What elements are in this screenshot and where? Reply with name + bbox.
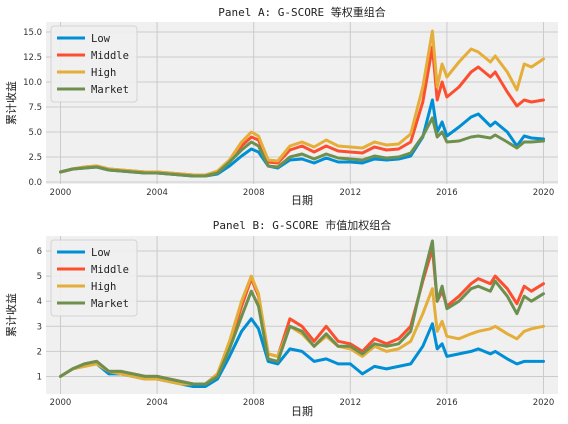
x-tick-label: 2000 [50,398,72,408]
x-tick-label: 2016 [436,188,458,198]
panel-b-series [59,239,545,388]
panel-a-ticks: 2000 2004 2008 2012 2016 2020 0.0 2.5 5.0 7.5 10.0… [23,28,554,198]
legend-label-market: Market [91,298,129,310]
y-tick-label: 7.5 [28,103,42,113]
y-tick-label: 2.5 [28,153,42,163]
panel-b-ticks: 2000 2004 2008 2012 2016 2020 1 2 3 4 5 6 [37,247,555,408]
legend-label-middle: Middle [91,50,129,62]
panel-a: 2000 2004 2008 2012 2016 2020 0.0 2.5 5.0 7.5 10.0… [4,5,558,207]
panel-a-legend: Low Middle High Market [50,25,138,103]
legend-label-high: High [91,281,116,293]
panel-a-title: Panel A: G-SCORE 等权重组合 [218,5,386,19]
y-tick-label: 12.5 [23,53,42,63]
y-tick-label: 5.0 [28,128,42,138]
legend-box [50,239,138,317]
series-line-market [59,239,545,386]
panel-a-ylabel: 累计收益 [4,81,18,125]
panel-a-series [59,29,545,178]
y-tick-label: 2 [37,347,42,357]
panel-b-legend: Low Middle High Market [50,239,138,317]
x-tick-label: 2012 [339,398,361,408]
legend-label-middle: Middle [91,264,129,276]
y-tick-label: 6 [37,247,42,257]
x-tick-label: 2004 [146,398,168,408]
x-tick-label: 2000 [50,188,72,198]
y-tick-label: 0.0 [28,178,42,188]
y-tick-label: 15.0 [23,28,42,38]
x-tick-label: 2020 [533,188,555,198]
legend-label-low: Low [91,33,111,45]
x-tick-label: 2008 [243,188,265,198]
panel-b-xlabel: 日期 [291,405,313,418]
y-tick-label: 5 [37,272,42,282]
y-tick-label: 1 [37,372,42,382]
legend-label-market: Market [91,84,129,96]
y-tick-label: 4 [37,297,42,307]
panel-b-title: Panel B: G-SCORE 市值加权组合 [213,218,392,232]
legend-label-high: High [91,67,116,79]
x-tick-label: 2012 [339,188,361,198]
series-line-market [59,116,545,178]
legend-label-low: Low [91,247,111,259]
y-tick-label: 10.0 [23,78,42,88]
x-tick-label: 2004 [146,188,168,198]
x-tick-label: 2008 [243,398,265,408]
panel-a-xlabel: 日期 [291,194,313,207]
x-tick-label: 2016 [436,398,458,408]
panel-b: 2000 2004 2008 2012 2016 2020 1 2 3 4 5 6 Panel B: … [4,218,558,418]
x-tick-label: 2020 [533,398,555,408]
panel-b-ylabel: 累计收益 [4,293,18,337]
legend-box [50,25,138,103]
y-tick-label: 3 [37,322,42,332]
